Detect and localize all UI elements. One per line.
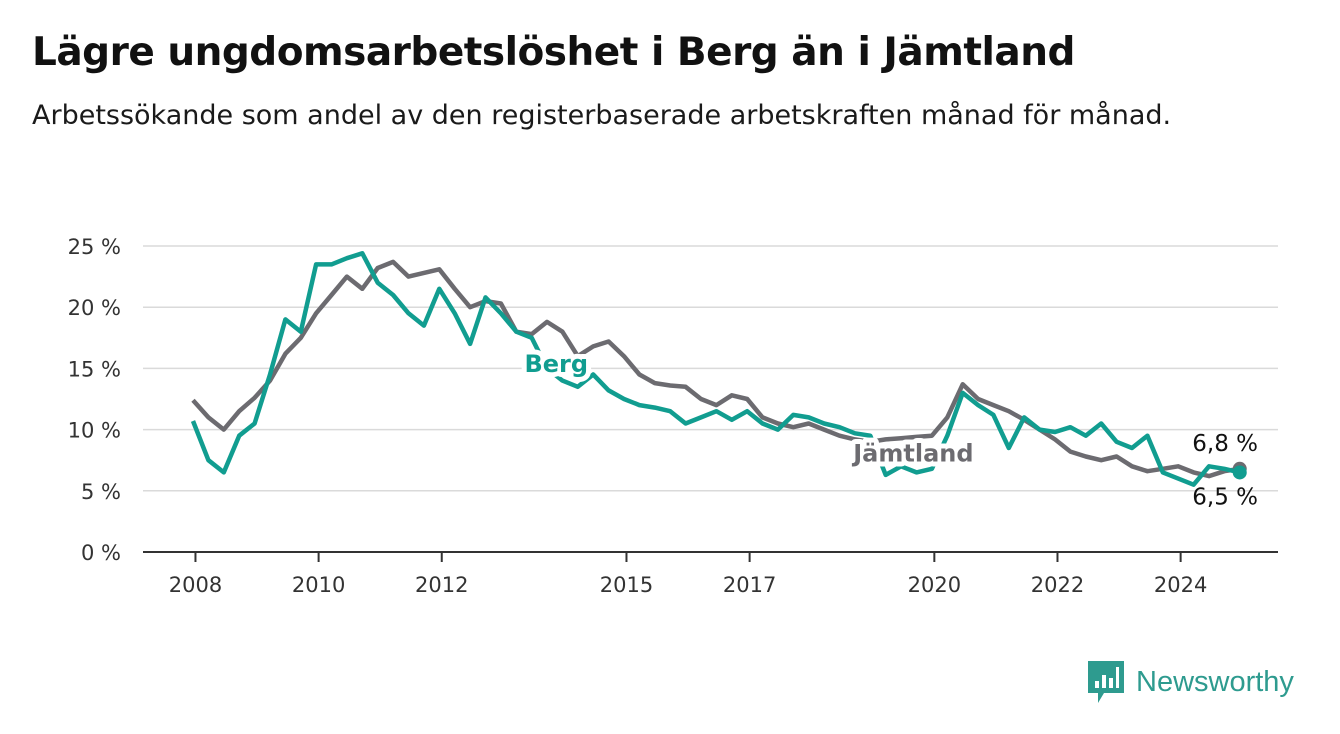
bar-chart-speech-bubble-icon (1088, 661, 1124, 703)
x-tick-label: 2017 (723, 573, 776, 597)
x-tick-label: 2012 (415, 573, 468, 597)
x-axis: 2008 2010 2012 2015 2017 2020 2022 2024 (143, 551, 1278, 597)
end-value-label-jamtland: 6,8 % (1192, 431, 1258, 457)
y-tick-label: 15 % (68, 357, 121, 381)
x-tick-label: 2020 (908, 573, 961, 597)
y-tick-label: 0 % (81, 541, 121, 565)
y-tick-label: 25 % (68, 235, 121, 259)
series-label-berg: Berg (524, 350, 588, 378)
series-label-jamtland-halo: Jämtland (851, 439, 973, 467)
y-tick-label: 20 % (68, 296, 121, 320)
series-line-jamtland (191, 259, 1241, 479)
x-tick-label: 2008 (169, 573, 222, 597)
x-tick-label: 2010 (292, 573, 345, 597)
series-lines (190, 251, 1247, 487)
y-axis-ticks: 0 % 5 % 10 % 15 % 20 % 25 % (68, 235, 121, 565)
end-value-label-berg: 6,5 % (1192, 484, 1258, 510)
x-tick-label: 2022 (1031, 573, 1084, 597)
series-line-berg (190, 251, 1241, 487)
line-chart: 0 %5 %10 %15 %20 %25 % 2008 2010 2012 2015 2… (68, 235, 1278, 597)
newsworthy-logo: Newsworthy (1088, 660, 1294, 704)
x-tick-label: 2015 (600, 573, 653, 597)
x-tick-label: 2024 (1154, 573, 1207, 597)
series-label-jamtland: Jämtland (851, 439, 973, 467)
chart-title: Lägre ungdomsarbetslöshet i Berg än i Jä… (32, 30, 1075, 75)
brand-name: Newsworthy (1136, 665, 1294, 698)
y-tick-label: 10 % (68, 419, 121, 443)
y-tick-label: 5 % (81, 480, 121, 504)
gridlines (143, 245, 1278, 492)
series-end-point (1232, 465, 1247, 480)
chart-subtitle: Arbetssökande som andel av den registerb… (32, 100, 1172, 131)
series-label-berg-halo: Berg (524, 350, 588, 378)
